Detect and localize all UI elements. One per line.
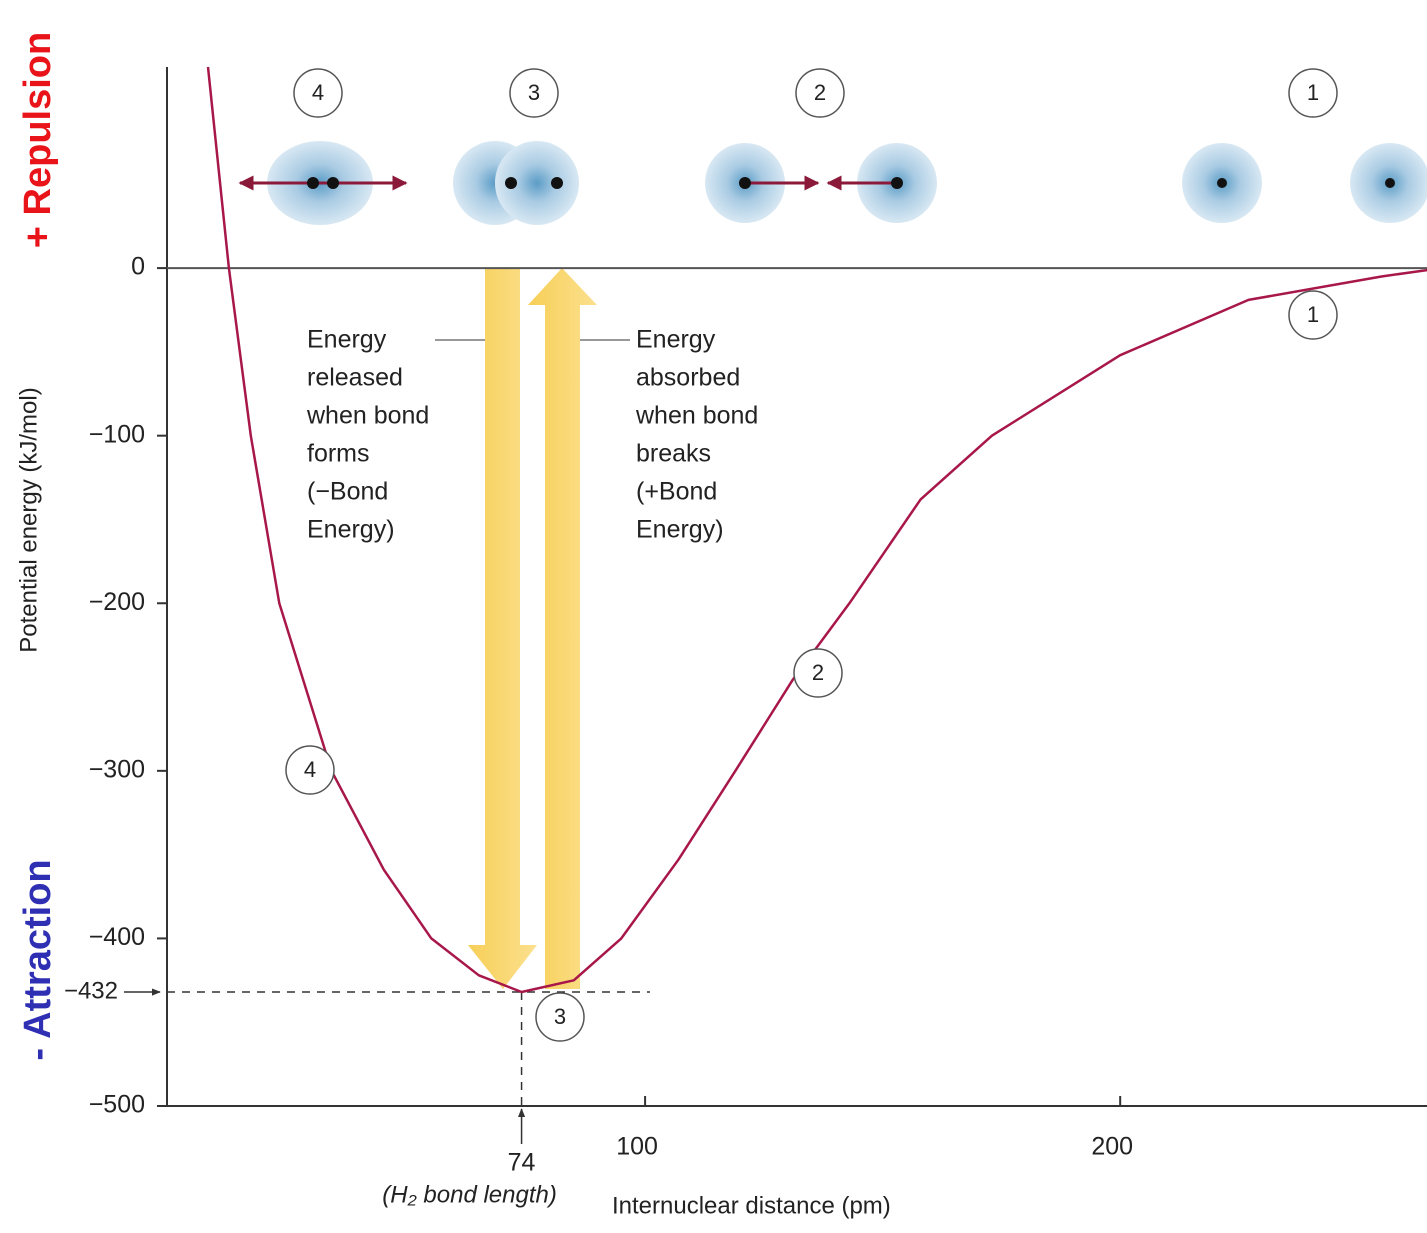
y-tick-label: −400 (89, 923, 145, 951)
energy-released-note: Energy) (307, 516, 395, 544)
energy-released-note: (−Bond (307, 478, 388, 506)
stage-label: 4 (304, 757, 316, 782)
y-tick-label: −300 (89, 755, 145, 783)
chart: + Repulsion - Attraction Potential energ… (0, 0, 1427, 1233)
energy-released-note: forms (307, 440, 370, 468)
energy-released-note: Energy (307, 326, 387, 354)
stage-label: 2 (814, 80, 826, 105)
y-tick-label: −500 (89, 1091, 145, 1119)
energy-released-note: released (307, 364, 403, 392)
energy-arrows (435, 268, 630, 989)
stage-label: 1 (1307, 302, 1319, 327)
energy-absorbed-note: breaks (636, 440, 711, 468)
energy-absorbed-note: Energy (636, 326, 716, 354)
energy-released-note: when bond (306, 402, 429, 430)
attraction-label: - Attraction (17, 859, 59, 1060)
y-tick-label: 0 (131, 253, 145, 281)
y-axis-label: Potential energy (kJ/mol) (15, 387, 42, 652)
x-tick-label: 200 (1091, 1133, 1133, 1161)
y-tick-label: −100 (89, 420, 145, 448)
x-tick-label: 100 (616, 1133, 658, 1161)
min-x-note: (H₂ bond length) (382, 1181, 557, 1208)
y-tick-label: −200 (89, 588, 145, 616)
stage-label: 1 (1307, 80, 1319, 105)
stage-label: 3 (554, 1004, 566, 1029)
stage-label: 3 (528, 80, 540, 105)
min-x-label: 74 (508, 1149, 536, 1177)
repulsion-label: + Repulsion (17, 32, 59, 248)
energy-absorbed-note: absorbed (636, 364, 740, 392)
energy-absorbed-note: (+Bond (636, 478, 717, 506)
min-y-label: −432 (64, 977, 118, 1004)
stage-label: 4 (312, 80, 324, 105)
x-axis-label: Internuclear distance (pm) (612, 1192, 891, 1219)
energy-absorbed-note: when bond (635, 402, 758, 430)
atoms (240, 141, 1427, 225)
stage-label: 2 (812, 660, 824, 685)
energy-absorbed-note: Energy) (636, 516, 724, 544)
